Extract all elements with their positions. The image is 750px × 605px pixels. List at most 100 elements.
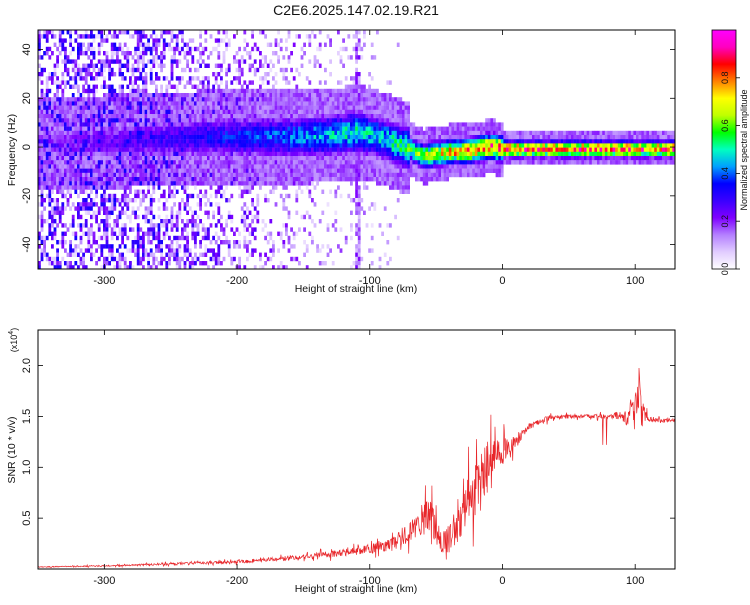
spectrogram-cell xyxy=(282,202,286,207)
spectrogram-cell xyxy=(144,126,148,131)
spectrogram-cell xyxy=(331,130,335,136)
spectrogram-cell xyxy=(139,256,143,262)
spectrogram-cell xyxy=(194,135,197,140)
spectrogram-cell xyxy=(391,177,395,182)
spectrogram-cell xyxy=(90,63,93,68)
spectrogram-cell xyxy=(373,114,377,119)
spectrogram-cell xyxy=(357,109,361,115)
spectrogram-cell xyxy=(58,189,62,194)
spectrogram-cell xyxy=(87,193,91,199)
spectrogram-cell xyxy=(139,30,143,35)
spectrogram-cell xyxy=(217,164,221,169)
spectrogram-cell xyxy=(295,147,299,152)
spectrogram-cell xyxy=(321,101,325,106)
spectrogram-cell xyxy=(316,181,319,186)
spectrogram-cell xyxy=(199,206,202,211)
spectrogram-cell xyxy=(129,109,132,115)
spectrogram-cell xyxy=(79,76,83,81)
spectrogram-cell xyxy=(243,240,247,245)
spectrogram-cell xyxy=(352,118,356,123)
spectrogram-cell xyxy=(305,76,309,81)
spectrogram-cell xyxy=(53,118,57,123)
spectrogram-cell xyxy=(181,30,184,35)
spectrogram-cell xyxy=(238,130,241,136)
spectrogram-cell xyxy=(264,93,267,98)
spectrogram-cell xyxy=(360,114,364,119)
spectrogram-cell xyxy=(64,109,67,115)
spectrogram-cell xyxy=(175,143,179,148)
spectrogram-cell xyxy=(134,139,137,144)
spectrogram-cell xyxy=(204,231,208,236)
spectrogram-cell xyxy=(110,202,114,207)
spectrogram-cell xyxy=(155,72,158,77)
spectrogram-cell xyxy=(152,227,156,232)
spectrogram-cell xyxy=(149,130,153,136)
spectrogram-cell xyxy=(186,256,189,262)
spectrogram-cell xyxy=(53,164,57,169)
spectrogram-cell xyxy=(71,84,75,89)
spectrogram-cell xyxy=(316,101,319,106)
spectrogram-cell xyxy=(339,151,343,157)
spectrogram-cell xyxy=(282,101,286,106)
spectrogram-cell xyxy=(337,185,340,190)
spectrogram-cell xyxy=(51,135,54,140)
spectrogram-cell xyxy=(251,93,254,98)
spectrogram-cell xyxy=(360,151,364,157)
spectrogram-cell xyxy=(136,189,140,194)
spectrogram-cell xyxy=(386,80,390,85)
spectrogram-cell xyxy=(412,151,416,157)
spectrogram-cell xyxy=(92,97,96,102)
spectrogram-cell xyxy=(308,214,312,220)
spectrogram-cell xyxy=(147,210,150,215)
spectrogram-cell xyxy=(264,193,267,199)
spectrogram-cell xyxy=(173,101,176,106)
spectrogram-cell xyxy=(118,185,122,190)
spectrogram-cell xyxy=(147,160,150,165)
spectrogram-cell xyxy=(212,147,215,152)
spectrogram-cell xyxy=(66,118,70,123)
spectrogram-cell xyxy=(243,38,247,43)
spectrogram-cell xyxy=(61,151,65,157)
spectrogram-cell xyxy=(199,219,202,224)
spectrogram-cell xyxy=(45,114,49,119)
spectrogram-cell xyxy=(246,105,249,110)
spectrogram-cell xyxy=(253,147,257,152)
spectrogram-cell xyxy=(201,97,205,102)
spectrogram-cell xyxy=(116,177,119,182)
spectrogram-cell xyxy=(87,55,91,60)
spectrogram-cell xyxy=(225,84,228,89)
spectrogram-cell xyxy=(152,59,156,64)
spectrogram-cell xyxy=(337,105,340,110)
spectrogram-cell xyxy=(64,240,67,245)
spectrogram-cell xyxy=(227,63,231,68)
spectrogram-cell xyxy=(360,139,364,144)
spectrogram-cell xyxy=(162,30,166,35)
spectrogram-cell xyxy=(243,114,247,119)
spectrogram-cell xyxy=(376,172,379,178)
spectrogram-cell xyxy=(175,181,179,186)
spectrogram-cell xyxy=(90,147,93,152)
spectrogram-cell xyxy=(123,168,127,173)
spectrogram-cell xyxy=(157,214,161,220)
spectrogram-cell xyxy=(103,38,106,43)
spectrogram-cell xyxy=(170,105,174,110)
spectrogram-cell xyxy=(142,63,145,68)
spectrogram-cell xyxy=(45,105,49,110)
spectrogram-cell xyxy=(199,139,202,144)
spectrogram-cell xyxy=(186,168,189,173)
spectrogram-cell xyxy=(233,135,236,140)
spectrogram-cell xyxy=(389,172,392,178)
spectrogram-cell xyxy=(233,172,236,178)
spectrogram-cell xyxy=(266,256,270,262)
spectrogram-cell xyxy=(183,244,187,249)
spectrogram-cell xyxy=(95,147,98,152)
spectrogram-cell xyxy=(196,172,200,178)
spectrogram-cell xyxy=(168,143,171,148)
spectrogram-cell xyxy=(220,118,223,123)
spectrogram-cell xyxy=(212,72,215,77)
spectrogram-cell xyxy=(248,88,252,94)
spectrogram-cell xyxy=(170,126,174,131)
spectrogram-cell xyxy=(97,227,101,232)
spectrogram-cell xyxy=(162,130,166,136)
spectrogram-cell xyxy=(290,160,293,165)
